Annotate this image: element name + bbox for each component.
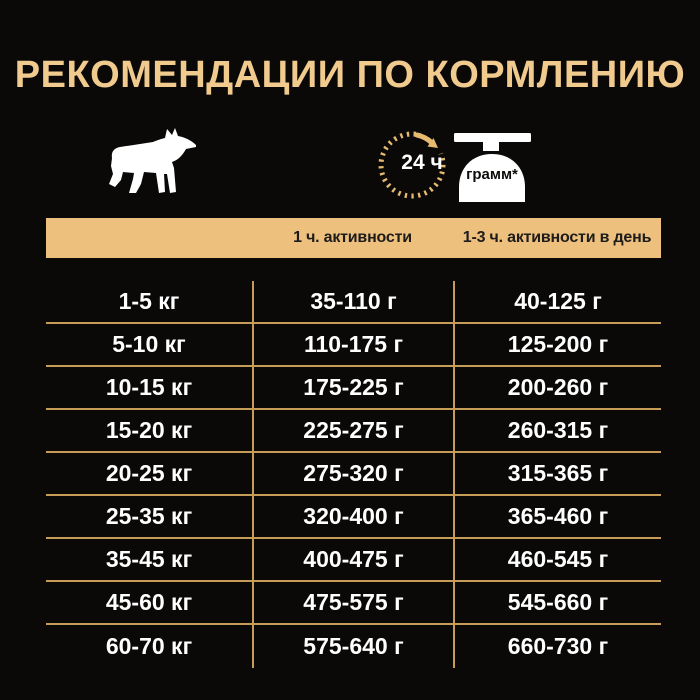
page-title: РЕКОМЕНДАЦИИ ПО КОРМЛЕНИЮ xyxy=(14,54,686,96)
amount-1-3h-cell: 200-260 г xyxy=(453,367,661,408)
table-row: 5-10 кг 110-175 г 125-200 г xyxy=(46,324,661,367)
weight-cell: 25-35 кг xyxy=(105,503,193,529)
table-row: 20-25 кг 275-320 г 315-365 г xyxy=(46,453,661,496)
table-row: 10-15 кг 175-225 г 200-260 г xyxy=(46,367,661,410)
amount-1-3h-cell: 315-365 г xyxy=(453,453,661,494)
weight-cell: 15-20 кг xyxy=(105,417,193,443)
weight-cell: 35-45 кг xyxy=(105,546,193,572)
table-row: 35-45 кг 400-475 г 460-545 г xyxy=(46,539,661,582)
table-row: 15-20 кг 225-275 г 260-315 г xyxy=(46,410,661,453)
table-row: 60-70 кг 575-640 г 660-730 г xyxy=(46,625,661,668)
amount-1h-cell: 175-225 г xyxy=(252,367,453,408)
amount-1h-cell: 320-400 г xyxy=(252,496,453,537)
weight-cell: 5-10 кг xyxy=(112,331,186,357)
weight-cell: 60-70 кг xyxy=(105,633,193,659)
weight-cell: 1-5 кг xyxy=(118,288,180,314)
amount-1h-cell: 475-575 г xyxy=(252,582,453,623)
amount-1h-cell: 400-475 г xyxy=(252,539,453,580)
feeding-table: 1-5 кг 35-110 г 40-125 г 5-10 кг 110-175… xyxy=(46,281,661,668)
scale-grams-label: грамм* xyxy=(466,166,518,183)
kitchen-scale-icon: грамм* xyxy=(452,130,532,204)
amount-1-3h-cell: 460-545 г xyxy=(453,539,661,580)
column-header-activity-1-3h: 1-3 ч. активности в день xyxy=(462,229,652,246)
weight-cell: 10-15 кг xyxy=(105,374,193,400)
dog-silhouette-icon xyxy=(108,128,198,198)
clock-24h-icon: 24 ч xyxy=(374,94,480,204)
amount-1-3h-cell: 545-660 г xyxy=(453,582,661,623)
amount-1-3h-cell: 260-315 г xyxy=(453,410,661,451)
amount-1h-cell: 35-110 г xyxy=(252,281,453,322)
amount-1h-cell: 575-640 г xyxy=(252,625,453,668)
clock-24h-label: 24 ч xyxy=(401,151,443,174)
dog-icon xyxy=(109,128,196,193)
amount-1h-cell: 225-275 г xyxy=(252,410,453,451)
amount-1-3h-cell: 365-460 г xyxy=(453,496,661,537)
weight-cell: 20-25 кг xyxy=(105,460,193,486)
scale-shape-icon xyxy=(454,133,531,202)
amount-1-3h-cell: 40-125 г xyxy=(453,281,661,322)
table-row: 45-60 кг 475-575 г 545-660 г xyxy=(46,582,661,625)
table-row: 1-5 кг 35-110 г 40-125 г xyxy=(46,281,661,324)
amount-1h-cell: 110-175 г xyxy=(252,324,453,365)
table-row: 25-35 кг 320-400 г 365-460 г xyxy=(46,496,661,539)
amount-1-3h-cell: 660-730 г xyxy=(453,625,661,668)
column-header-activity-1h: 1 ч. активности xyxy=(293,229,412,246)
table-header-bar: 1 ч. активности 1-3 ч. активности в день xyxy=(46,218,661,258)
weight-cell: 45-60 кг xyxy=(105,589,193,615)
amount-1h-cell: 275-320 г xyxy=(252,453,453,494)
amount-1-3h-cell: 125-200 г xyxy=(453,324,661,365)
